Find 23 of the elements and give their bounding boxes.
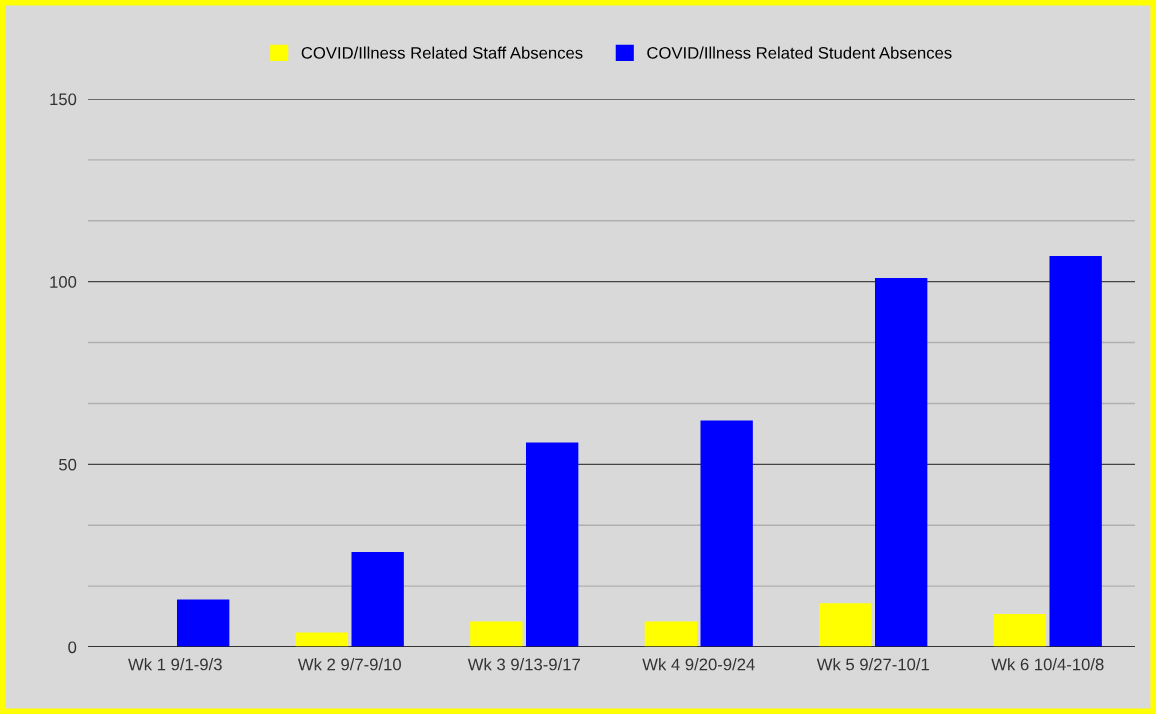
bar: [351, 552, 404, 647]
y-tick-label: 150: [50, 93, 77, 106]
x-tick-label: Wk 5 9/27-10/1: [816, 658, 929, 671]
bar: [470, 621, 523, 647]
bar: [874, 278, 928, 647]
bar: [295, 632, 349, 647]
y-tick-label: 100: [50, 276, 77, 288]
bar: [700, 420, 753, 647]
bar: [177, 599, 230, 647]
x-tick-label: Wk 3 9/13-9/17: [467, 658, 580, 671]
bar: [644, 621, 697, 647]
y-tick-label: 0: [68, 641, 77, 654]
bar: [993, 614, 1046, 647]
x-tick-label: Wk 6 10/4-10/8: [991, 658, 1104, 671]
legend-label: COVID/Illness Related Student Absences: [647, 46, 952, 59]
y-tick-label: 50: [59, 458, 77, 471]
bar: [819, 603, 872, 647]
bar: [1049, 256, 1102, 647]
bar: [525, 442, 579, 647]
legend-label: COVID/Illness Related Staff Absences: [301, 46, 583, 59]
x-tick-label: Wk 4 9/20-9/24: [642, 658, 755, 671]
x-tick-label: Wk 2 9/7-9/10: [297, 658, 401, 671]
x-tick-label: Wk 1 9/1-9/3: [128, 658, 222, 671]
